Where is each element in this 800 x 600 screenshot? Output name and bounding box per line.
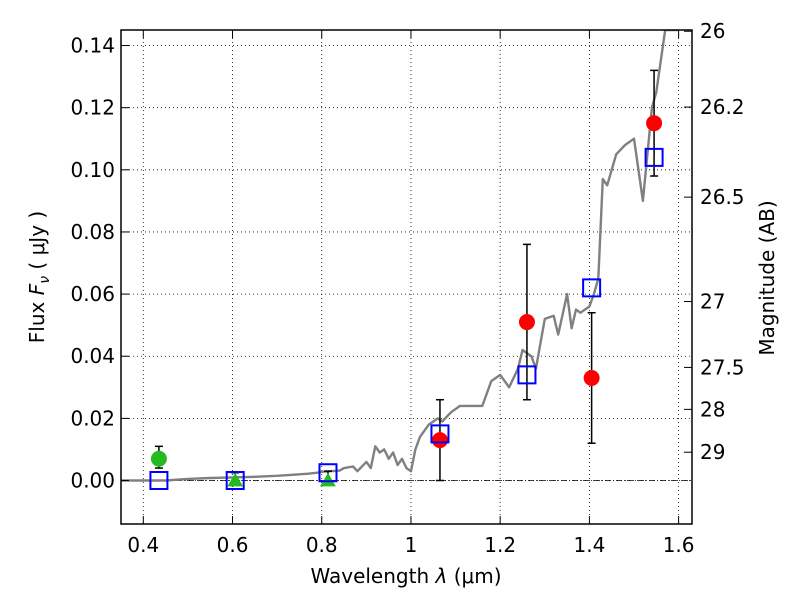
secondary-y-axis-label: Magnitude (AB)	[755, 200, 779, 355]
y-tick-label: 0.00	[70, 469, 115, 493]
data-layer	[121, 30, 679, 491]
y-tick-label: 0.14	[70, 34, 115, 58]
axis-ticks: 0.4 0.6 0.8 1 1.2 1.4 1.6 0.00 0.02 0.04 0.06 0.08 0…	[70, 19, 744, 557]
observed-flux-circle	[583, 369, 600, 386]
model-photometry-square	[430, 424, 450, 444]
x-tick-label: 1.6	[663, 533, 695, 557]
upper-limit-triangle	[320, 472, 336, 487]
observed-flux-circle	[518, 314, 535, 331]
x-tick-label: 1.2	[484, 533, 516, 557]
model-photometry-square	[318, 463, 338, 483]
y2-tick-label: 27.5	[700, 355, 745, 379]
model-photometry-square	[517, 365, 537, 385]
y-tick-label: 0.08	[70, 220, 115, 244]
grid-lines	[121, 30, 692, 524]
axes-frame	[120, 29, 693, 525]
y-tick-label: 0.06	[70, 282, 115, 306]
observed-flux-circle	[150, 450, 167, 467]
observed-flux-circle	[431, 432, 448, 449]
model-photometry-square	[582, 278, 602, 298]
y2-tick-label: 28	[700, 397, 725, 421]
y2-tick-label: 29	[700, 440, 725, 464]
x-tick-label: 1.4	[573, 533, 605, 557]
model-spectrum-line	[121, 30, 679, 482]
y2-tick-label: 26.5	[700, 185, 745, 209]
upper-limit-triangle	[227, 472, 244, 487]
y-tick-label: 0.04	[70, 344, 115, 368]
observed-flux-circle	[646, 115, 663, 132]
y-tick-label: 0.02	[70, 406, 115, 430]
y-tick-label: 0.10	[70, 158, 115, 182]
x-tick-label: 0.6	[217, 533, 249, 557]
y-axis-label: Flux Fν ( μJy )	[25, 211, 53, 343]
model-photometry-square	[149, 471, 169, 491]
model-photometry-square	[644, 147, 664, 167]
x-axis-label: Wavelength λ (μm)	[310, 564, 501, 588]
x-tick-label: 0.8	[306, 533, 338, 557]
y2-tick-label: 26	[700, 19, 725, 43]
y-tick-label: 0.12	[70, 96, 115, 120]
y2-tick-label: 27	[700, 290, 725, 314]
x-tick-label: 0.4	[127, 533, 159, 557]
y2-tick-label: 26.2	[700, 95, 745, 119]
model-photometry-square	[225, 471, 245, 491]
x-tick-label: 1	[405, 533, 418, 557]
